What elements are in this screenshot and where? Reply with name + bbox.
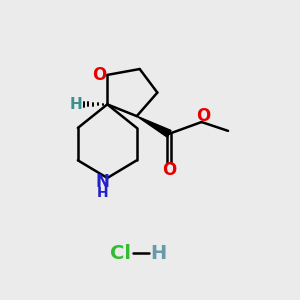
- Text: H: H: [151, 244, 167, 262]
- Text: N: N: [96, 173, 110, 191]
- Text: O: O: [162, 161, 176, 179]
- Text: Cl: Cl: [110, 244, 131, 262]
- Polygon shape: [137, 116, 171, 137]
- Text: H: H: [69, 97, 82, 112]
- Text: O: O: [196, 106, 210, 124]
- Text: O: O: [92, 66, 106, 84]
- Text: H: H: [97, 186, 109, 200]
